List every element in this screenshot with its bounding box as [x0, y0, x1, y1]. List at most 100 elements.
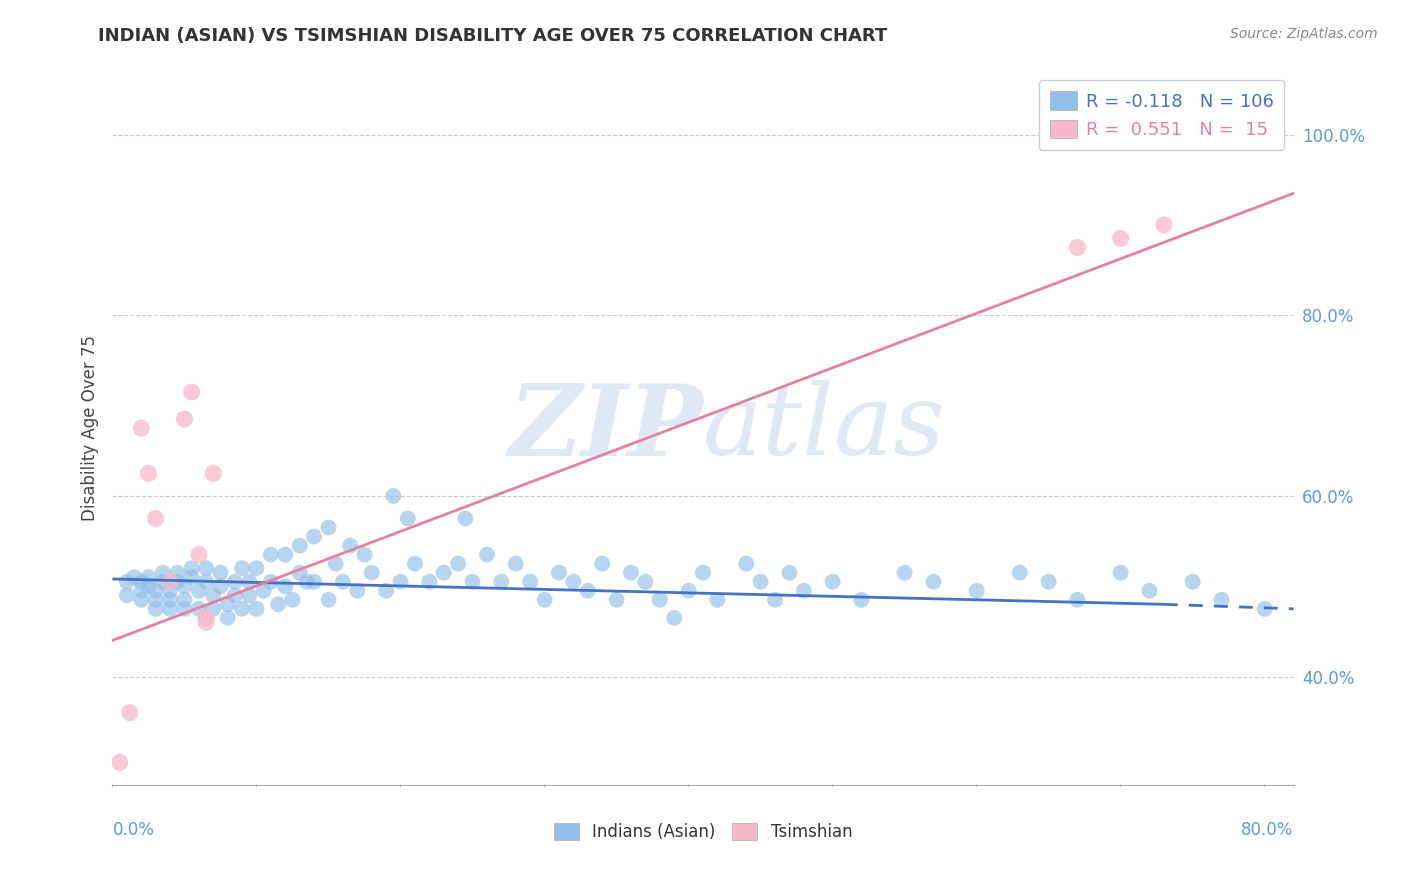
Point [209, 579, 232, 593]
Text: INDIAN (ASIAN) VS TSIMSHIAN DISABILITY AGE OVER 75 CORRELATION CHART: INDIAN (ASIAN) VS TSIMSHIAN DISABILITY A… [98, 27, 887, 45]
Point [295, 574, 318, 589]
Point [173, 579, 195, 593]
Point [318, 592, 340, 607]
Point [893, 566, 915, 580]
Point [202, 467, 225, 481]
Point [678, 583, 700, 598]
Point [922, 574, 945, 589]
Point [360, 566, 382, 580]
Point [152, 566, 174, 580]
Point [281, 592, 304, 607]
Point [591, 557, 613, 571]
Point [122, 570, 145, 584]
Point [396, 511, 419, 525]
Point [173, 412, 195, 426]
Point [763, 592, 786, 607]
Point [231, 602, 253, 616]
Y-axis label: Disability Age Over 75: Disability Age Over 75 [80, 335, 98, 521]
Point [180, 561, 202, 575]
Point [209, 566, 232, 580]
Point [447, 557, 470, 571]
Point [288, 539, 311, 553]
Point [505, 557, 527, 571]
Point [519, 574, 541, 589]
Point [260, 574, 283, 589]
Point [1254, 602, 1277, 616]
Point [159, 574, 181, 589]
Point [1066, 240, 1088, 254]
Text: 0.0%: 0.0% [112, 821, 155, 838]
Point [217, 611, 239, 625]
Point [253, 583, 276, 598]
Point [245, 561, 267, 575]
Point [1181, 574, 1204, 589]
Point [138, 570, 160, 584]
Point [692, 566, 714, 580]
Point [238, 588, 260, 602]
Point [288, 566, 311, 580]
Point [1066, 592, 1088, 607]
Point [108, 756, 131, 770]
Point [224, 588, 246, 602]
Point [115, 574, 138, 589]
Point [533, 592, 555, 607]
Point [145, 511, 167, 525]
Point [159, 592, 181, 607]
Point [664, 611, 686, 625]
Point [260, 548, 283, 562]
Point [346, 583, 368, 598]
Point [173, 592, 195, 607]
Point [145, 602, 167, 616]
Point [187, 602, 209, 616]
Point [389, 574, 412, 589]
Point [195, 574, 218, 589]
Point [318, 520, 340, 534]
Point [375, 583, 398, 598]
Point [966, 583, 988, 598]
Point [620, 566, 643, 580]
Point [302, 574, 325, 589]
Point [274, 548, 297, 562]
Point [195, 615, 218, 630]
Point [138, 467, 160, 481]
Point [129, 421, 152, 435]
Point [159, 583, 181, 598]
Point [1008, 566, 1031, 580]
Point [1211, 592, 1233, 607]
Point [576, 583, 599, 598]
Point [238, 574, 260, 589]
Point [1109, 231, 1132, 245]
Point [274, 579, 297, 593]
Point [454, 511, 477, 525]
Point [461, 574, 484, 589]
Point [202, 602, 225, 616]
Point [129, 592, 152, 607]
Point [166, 574, 188, 589]
Point [353, 548, 375, 562]
Point [145, 592, 167, 607]
Point [821, 574, 844, 589]
Point [138, 579, 160, 593]
Point [648, 592, 671, 607]
Point [152, 574, 174, 589]
Point [1139, 583, 1161, 598]
Point [129, 583, 152, 598]
Point [267, 597, 290, 611]
Point [187, 548, 209, 562]
Point [159, 602, 181, 616]
Point [562, 574, 585, 589]
Point [606, 592, 628, 607]
Point [129, 574, 152, 589]
Text: Source: ZipAtlas.com: Source: ZipAtlas.com [1230, 27, 1378, 41]
Point [851, 592, 873, 607]
Point [180, 384, 202, 399]
Point [475, 548, 498, 562]
Point [180, 570, 202, 584]
Legend: Indians (Asian), Tsimshian: Indians (Asian), Tsimshian [547, 816, 859, 848]
Point [418, 574, 440, 589]
Text: ZIP: ZIP [508, 380, 703, 476]
Point [1038, 574, 1060, 589]
Point [245, 602, 267, 616]
Point [173, 602, 195, 616]
Point [491, 574, 513, 589]
